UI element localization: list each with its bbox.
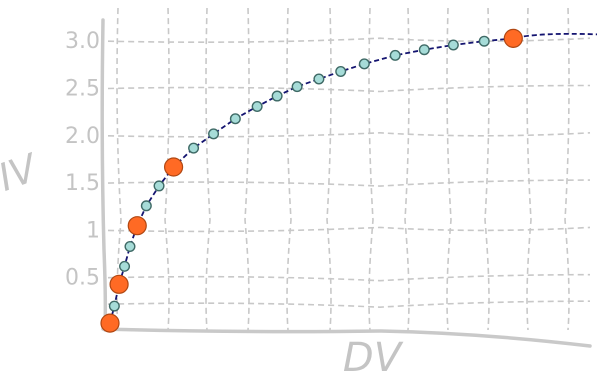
- grid-line-vertical: [286, 7, 292, 331]
- data-point: [418, 44, 430, 56]
- axes: [100, 18, 592, 348]
- grid-line-vertical: [446, 7, 452, 331]
- highlight-point: [100, 313, 120, 333]
- grid-line-vertical: [564, 7, 570, 331]
- data-point: [291, 81, 303, 93]
- grid-line-horizontal: [107, 131, 591, 138]
- x-axis: [101, 327, 592, 348]
- y-axis: [100, 18, 108, 332]
- data-point: [358, 58, 370, 70]
- y-tick-label: 2.0: [65, 124, 100, 149]
- y-tick-label: 3.0: [65, 29, 100, 54]
- data-point: [271, 90, 283, 102]
- y-tick-labels: 0.5 1 1.5 2.0 2.5 3.0: [65, 29, 100, 291]
- data-point: [124, 240, 136, 252]
- highlight-point: [109, 274, 129, 294]
- data-point: [251, 100, 263, 112]
- highlight-point: [503, 28, 523, 48]
- data-point: [140, 200, 152, 212]
- x-axis-label: DV: [343, 335, 404, 381]
- grid-line-vertical: [404, 7, 410, 331]
- grid-line-vertical: [368, 7, 374, 331]
- grid-line-horizontal: [107, 179, 591, 187]
- data-point: [229, 113, 241, 125]
- data-point: [335, 65, 347, 77]
- series-line: [109, 32, 597, 324]
- grid-lines: [107, 7, 591, 331]
- data-point: [108, 300, 120, 312]
- y-tick-label: 0.5: [65, 266, 100, 291]
- y-tick-label: 1.5: [65, 171, 100, 196]
- data-point: [119, 260, 131, 272]
- data-point: [447, 39, 459, 51]
- grid-line-vertical: [244, 7, 250, 331]
- grid-line-horizontal: [107, 300, 591, 308]
- y-tick-label: 1: [86, 218, 100, 243]
- highlight-point: [163, 157, 184, 177]
- grid-line-vertical: [205, 7, 211, 331]
- grid-line-horizontal: [107, 84, 591, 93]
- data-point: [208, 128, 220, 140]
- grid-line-horizontal: [107, 226, 591, 233]
- grid-line-vertical: [326, 7, 332, 331]
- y-axis-label: IV: [0, 145, 45, 200]
- highlight-point: [127, 216, 147, 236]
- data-points: [100, 28, 523, 333]
- grid-line-vertical: [526, 7, 532, 331]
- grid-line-horizontal: [107, 273, 591, 282]
- data-point: [389, 49, 401, 61]
- data-point: [153, 180, 165, 192]
- data-point: [188, 142, 200, 154]
- y-tick-label: 2.5: [65, 76, 100, 101]
- data-point: [478, 35, 490, 47]
- grid-line-vertical: [484, 7, 490, 331]
- data-point: [313, 73, 325, 85]
